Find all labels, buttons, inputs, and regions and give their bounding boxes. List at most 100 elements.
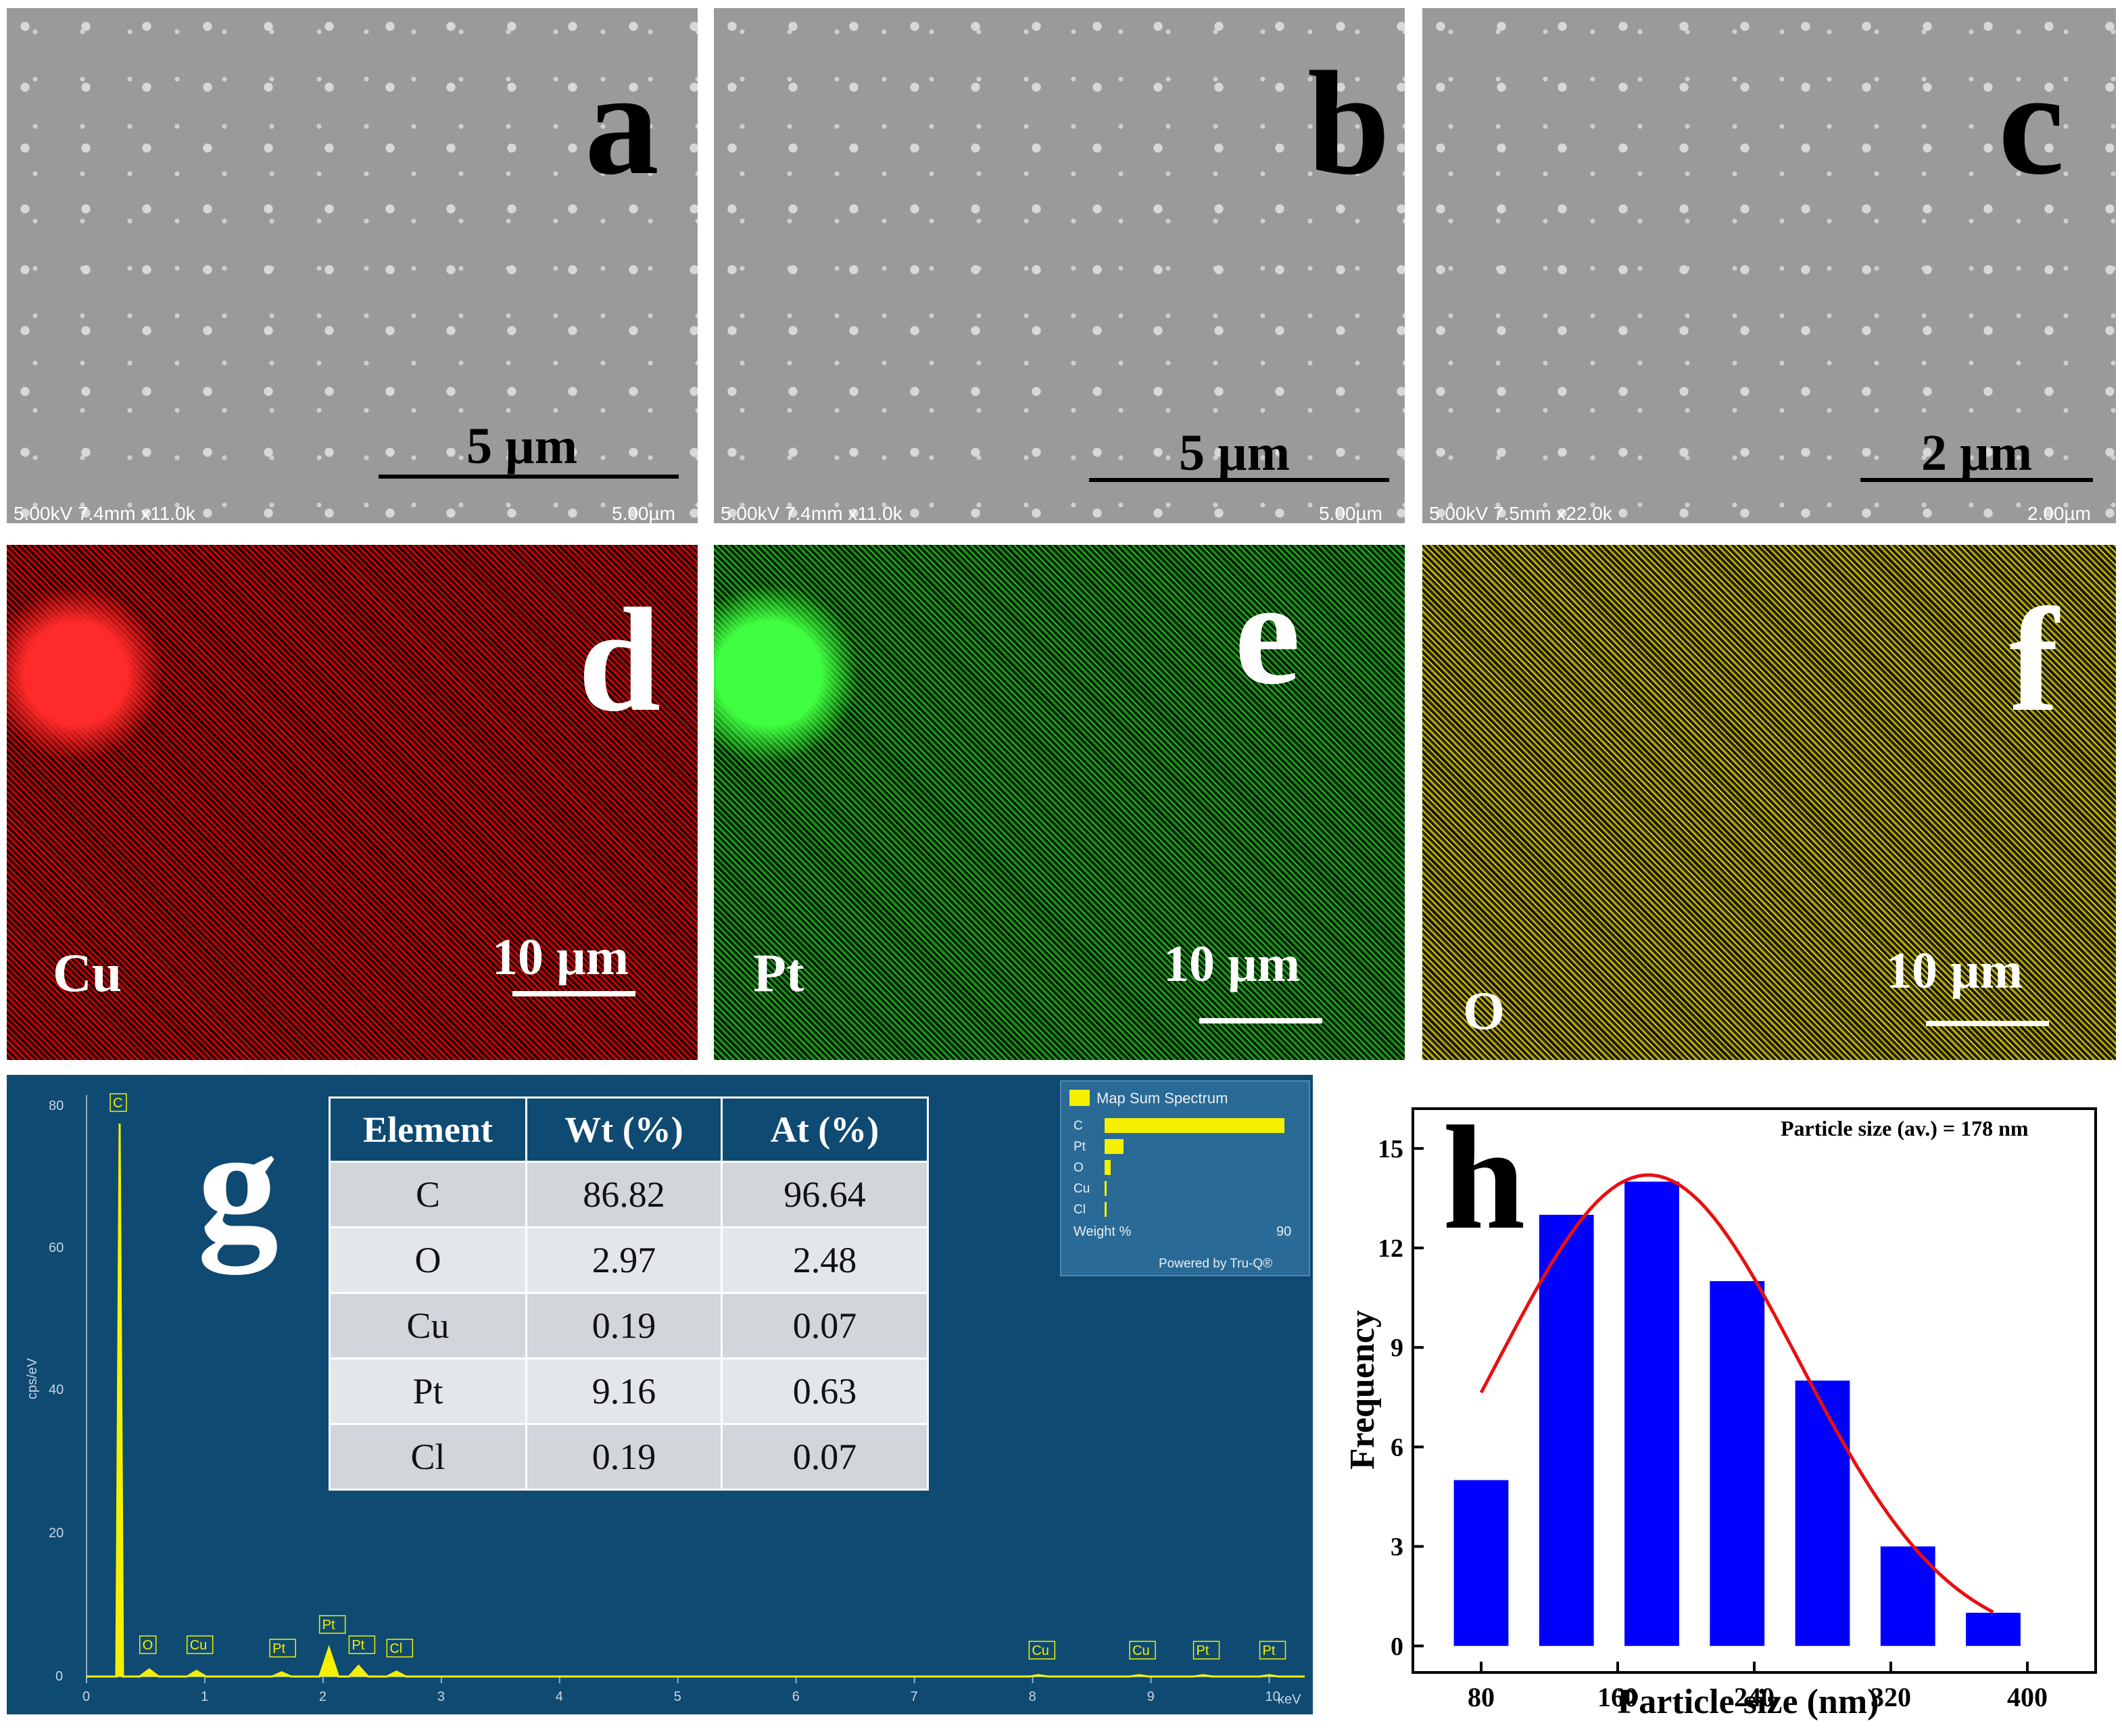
- scale-bar-b: [1089, 478, 1389, 482]
- table-cell: 9.16: [525, 1357, 723, 1425]
- x-axis-label: Particle size (nm): [1618, 1683, 1879, 1721]
- x-tick-label: 5: [674, 1689, 681, 1704]
- panel-letter-b: b: [1307, 41, 1391, 206]
- y-tick-label: 6: [1391, 1433, 1403, 1462]
- legend-row-label: O: [1074, 1161, 1084, 1175]
- peak-label: Cl: [389, 1641, 402, 1656]
- map-panel-f: f O 10 µm: [1422, 545, 2116, 1060]
- peak-label-box: [1129, 1641, 1156, 1660]
- table-cell: 0.07: [721, 1292, 929, 1359]
- legend-row: Cu: [1061, 1180, 1309, 1199]
- legend-row-label: Cu: [1074, 1182, 1090, 1196]
- table-row: Cl 0.19 0.07: [329, 1423, 929, 1491]
- sem-panel-a: a 5 µm 5.00kV 7.4mm x11.0k 5.00µm: [7, 8, 698, 523]
- scale-label-b: 5 µm: [1179, 425, 1291, 481]
- peak-label: O: [143, 1638, 153, 1653]
- legend-row: Cl: [1061, 1201, 1309, 1220]
- peak-label-box: [186, 1635, 214, 1654]
- legend-title: Map Sum Spectrum: [1096, 1090, 1228, 1107]
- table-cell: 86.82: [525, 1161, 723, 1228]
- y-tick-label: 60: [49, 1240, 64, 1255]
- x-tick-label: 4: [556, 1689, 563, 1704]
- histogram-bar: [1710, 1281, 1765, 1646]
- peak-label: Pt: [1263, 1643, 1276, 1658]
- particle-size-panel: 80 160 240 320 400 0 3 6 9 12 15 Particle size (n…: [1329, 1075, 2116, 1731]
- peak-label: Pt: [272, 1641, 285, 1656]
- y-axis-label: cps/eV: [25, 1357, 40, 1399]
- table-cell: Cl: [329, 1423, 527, 1491]
- x-tick-label: 3: [437, 1689, 445, 1704]
- table-row: Cu 0.19 0.07: [329, 1292, 929, 1359]
- peak-label-box: [269, 1639, 296, 1658]
- x-tick-label: 0: [82, 1689, 90, 1704]
- peak-label-box: [110, 1093, 127, 1112]
- element-label-cu: Cu: [53, 944, 122, 1003]
- table-header: Wt (%): [525, 1096, 723, 1163]
- peak-label: Pt: [1197, 1643, 1209, 1658]
- peak-label-box: [139, 1635, 157, 1654]
- spectrum-trace: [87, 1123, 1305, 1678]
- panel-letter-d: d: [578, 577, 661, 742]
- map-panel-e: e Pt 10 µm: [714, 545, 1405, 1060]
- y-tick-label: 0: [55, 1669, 63, 1684]
- table-row: C 86.82 96.64: [329, 1161, 929, 1228]
- table-cell: 0.07: [721, 1423, 929, 1491]
- legend-axis-label: Weight %: [1074, 1224, 1132, 1239]
- x-tick-label: 2: [319, 1689, 327, 1704]
- y-tick-label: 12: [1378, 1234, 1403, 1263]
- peak-label-box: [1192, 1641, 1220, 1660]
- map-scale-label-e: 10 µm: [1163, 936, 1301, 992]
- scale-label-c: 2 µm: [1921, 425, 2033, 481]
- scale-bar-c: [1860, 478, 2093, 482]
- x-tick-label: 320: [1871, 1682, 1911, 1712]
- peak-label: Cu: [1032, 1643, 1049, 1658]
- peak-label: Cu: [1132, 1643, 1150, 1658]
- x-tick-label: 1: [201, 1689, 208, 1704]
- panel-letter-c: c: [1998, 41, 2065, 206]
- legend-footer: Powered by Tru-Q®: [1159, 1257, 1273, 1271]
- y-tick-label: 9: [1391, 1334, 1403, 1362]
- sem-info-left-b: 5.00kV 7.4mm x11.0k: [721, 503, 902, 523]
- histogram-bar: [1966, 1612, 2021, 1646]
- table-row: O 2.97 2.48: [329, 1226, 929, 1294]
- legend-row-label: Cl: [1074, 1203, 1086, 1217]
- sem-info-right-c: 2.00µm: [2027, 503, 2091, 523]
- y-tick-label: 80: [49, 1099, 64, 1113]
- sem-info-right-a: 5.00µm: [612, 503, 675, 523]
- panel-letter-e: e: [1234, 550, 1301, 715]
- sem-info-right-b: 5.00µm: [1319, 503, 1382, 523]
- x-tick-label: 400: [2007, 1682, 2048, 1712]
- table-cell: 2.97: [525, 1226, 723, 1294]
- peak-label-box: [386, 1639, 414, 1658]
- panel-letter-g: g: [197, 1094, 279, 1274]
- legend-row: O: [1061, 1159, 1309, 1178]
- histogram-bar: [1624, 1181, 1679, 1646]
- legend-row-bar: [1105, 1181, 1107, 1196]
- panel-letter-f: f: [2009, 577, 2059, 742]
- legend-row-bar: [1105, 1202, 1107, 1217]
- table-cell: 2.48: [721, 1226, 929, 1294]
- sem-panel-b: b 5 µm 5.00kV 7.4mm x11.0k 5.00µm: [714, 8, 1405, 523]
- y-tick-label: 0: [1391, 1633, 1403, 1661]
- table-header: Element: [329, 1096, 527, 1163]
- table-row: Pt 9.16 0.63: [329, 1357, 929, 1425]
- element-label-pt: Pt: [753, 944, 804, 1003]
- legend-row: C: [1061, 1117, 1309, 1136]
- peak-label-box: [1259, 1641, 1286, 1660]
- peak-label: C: [113, 1096, 122, 1111]
- table-cell: 0.19: [525, 1423, 723, 1491]
- histogram-bars: [1453, 1181, 2021, 1646]
- element-label-o: O: [1463, 982, 1505, 1041]
- peak-label: Pt: [352, 1638, 364, 1653]
- table-cell: O: [329, 1226, 527, 1294]
- sem-panel-c: c 2 µm 5.00kV 7.5mm x22.0k 2.00µm: [1422, 8, 2116, 523]
- map-scale-label-d: 10 µm: [492, 929, 629, 986]
- y-tick-label: 40: [49, 1382, 64, 1397]
- x-tick-label: 6: [792, 1689, 800, 1704]
- map-panel-d: d Cu 10 µm: [7, 545, 698, 1060]
- map-scale-bar-f: [1926, 1021, 2049, 1026]
- peak-label-box: [318, 1615, 346, 1634]
- table-cell: 0.63: [721, 1357, 929, 1425]
- panel-letter-a: a: [585, 41, 659, 206]
